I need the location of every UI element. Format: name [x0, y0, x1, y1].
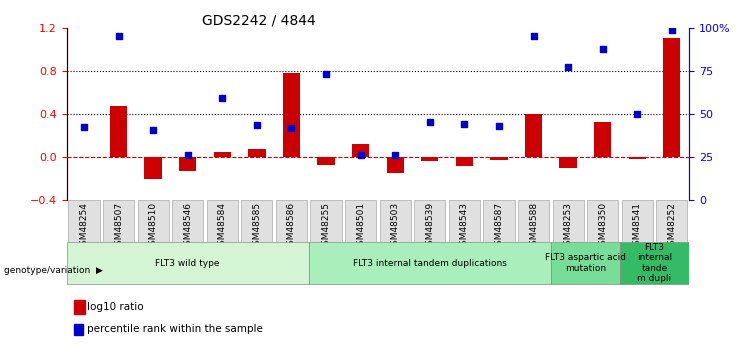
Text: log10 ratio: log10 ratio — [87, 302, 144, 312]
Text: GSM48546: GSM48546 — [183, 202, 192, 251]
Point — [424, 120, 436, 125]
Text: FLT3 internal tandem duplications: FLT3 internal tandem duplications — [353, 258, 507, 268]
Point — [113, 33, 124, 39]
Bar — [559, 157, 576, 168]
Text: genotype/variation  ▶: genotype/variation ▶ — [4, 266, 102, 275]
Bar — [283, 73, 300, 157]
Text: GSM48350: GSM48350 — [598, 202, 607, 251]
Bar — [110, 106, 127, 157]
Text: GSM48586: GSM48586 — [287, 202, 296, 251]
Text: GSM48507: GSM48507 — [114, 202, 123, 251]
FancyBboxPatch shape — [551, 242, 620, 284]
Point — [320, 71, 332, 77]
Bar — [248, 149, 265, 157]
Point — [459, 121, 471, 126]
Point — [631, 111, 643, 117]
Text: GSM48585: GSM48585 — [253, 202, 262, 251]
Bar — [525, 114, 542, 157]
Text: GSM48587: GSM48587 — [494, 202, 503, 251]
Text: FLT3
internal
tande
m dupli: FLT3 internal tande m dupli — [637, 243, 672, 283]
Text: GSM48539: GSM48539 — [425, 202, 434, 251]
Point — [666, 27, 678, 32]
Point — [597, 47, 608, 52]
FancyBboxPatch shape — [449, 200, 480, 242]
Text: FLT3 aspartic acid
mutation: FLT3 aspartic acid mutation — [545, 253, 626, 273]
FancyBboxPatch shape — [172, 200, 203, 242]
Text: GSM48254: GSM48254 — [79, 202, 88, 251]
FancyBboxPatch shape — [242, 200, 273, 242]
Bar — [387, 157, 404, 173]
Text: GSM48501: GSM48501 — [356, 202, 365, 251]
Text: GSM48541: GSM48541 — [633, 202, 642, 251]
Point — [493, 123, 505, 128]
Bar — [491, 157, 508, 160]
Text: GSM48584: GSM48584 — [218, 202, 227, 251]
FancyBboxPatch shape — [622, 200, 653, 242]
FancyBboxPatch shape — [310, 200, 342, 242]
Point — [355, 152, 367, 158]
FancyBboxPatch shape — [103, 200, 134, 242]
FancyBboxPatch shape — [414, 200, 445, 242]
Text: GSM48543: GSM48543 — [460, 202, 469, 251]
Point — [562, 65, 574, 70]
FancyBboxPatch shape — [620, 242, 689, 284]
FancyBboxPatch shape — [379, 200, 411, 242]
FancyBboxPatch shape — [276, 200, 307, 242]
Point — [389, 152, 401, 158]
Text: percentile rank within the sample: percentile rank within the sample — [87, 325, 263, 334]
Point — [251, 122, 263, 127]
FancyBboxPatch shape — [553, 200, 584, 242]
FancyBboxPatch shape — [67, 242, 309, 284]
Text: FLT3 wild type: FLT3 wild type — [156, 258, 220, 268]
Bar — [352, 144, 369, 157]
Point — [78, 124, 90, 129]
Point — [182, 152, 193, 158]
Bar — [628, 157, 646, 159]
FancyBboxPatch shape — [207, 200, 238, 242]
Text: GDS2242 / 4844: GDS2242 / 4844 — [202, 14, 316, 28]
Bar — [594, 122, 611, 157]
Text: GSM48255: GSM48255 — [322, 202, 330, 251]
Text: GSM48588: GSM48588 — [529, 202, 538, 251]
FancyBboxPatch shape — [657, 200, 688, 242]
Bar — [144, 157, 162, 179]
FancyBboxPatch shape — [345, 200, 376, 242]
Bar — [421, 157, 439, 161]
Point — [147, 127, 159, 133]
Bar — [663, 38, 680, 157]
FancyBboxPatch shape — [309, 242, 551, 284]
FancyBboxPatch shape — [518, 200, 549, 242]
Text: GSM48253: GSM48253 — [564, 202, 573, 251]
Bar — [317, 157, 335, 165]
Text: GSM48503: GSM48503 — [391, 202, 399, 251]
Point — [216, 95, 228, 100]
FancyBboxPatch shape — [587, 200, 618, 242]
Text: GSM48510: GSM48510 — [149, 202, 158, 251]
FancyBboxPatch shape — [138, 200, 169, 242]
FancyBboxPatch shape — [68, 200, 99, 242]
FancyBboxPatch shape — [483, 200, 514, 242]
Bar — [456, 157, 473, 166]
Point — [285, 125, 297, 131]
Bar — [179, 157, 196, 171]
Text: GSM48252: GSM48252 — [668, 202, 677, 251]
Bar — [213, 151, 231, 157]
Point — [528, 33, 539, 39]
